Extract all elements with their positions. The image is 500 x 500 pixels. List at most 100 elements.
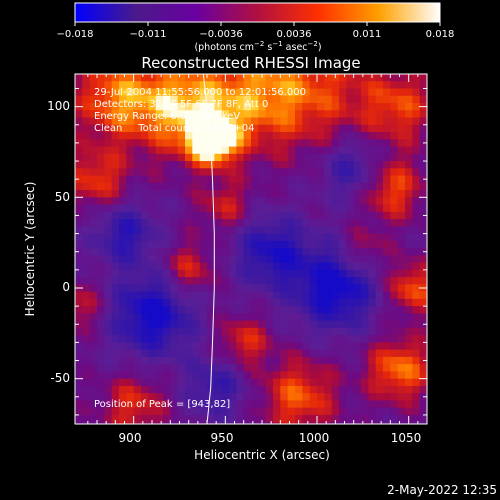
heatmap-cell [287, 335, 296, 343]
heatmap-cell [390, 88, 399, 97]
heatmap-cell [361, 197, 369, 206]
heatmap-cell [141, 255, 149, 264]
heatmap-cell [287, 74, 296, 82]
heatmap-cell [324, 342, 333, 351]
heatmap-cell [361, 306, 369, 314]
heatmap-cell [214, 335, 223, 343]
heatmap-cell [397, 284, 406, 293]
heatmap-cell [361, 110, 369, 119]
heatmap-cell [141, 313, 149, 322]
heatmap-cell [302, 255, 311, 264]
heatmap-cell [170, 400, 179, 409]
heatmap-cell [155, 211, 164, 220]
heatmap-cell [111, 414, 120, 423]
heatmap-cell [97, 139, 105, 148]
heatmap-cell [258, 211, 267, 220]
heatmap-cell [243, 364, 252, 373]
heatmap-cell [309, 335, 318, 343]
heatmap-cell [390, 255, 399, 264]
heatmap-cell [243, 356, 252, 365]
heatmap-cell [419, 88, 427, 97]
heatmap-cell [155, 414, 164, 423]
heatmap-cell [397, 103, 406, 111]
heatmap-cell [185, 226, 193, 235]
heatmap-cell [317, 371, 325, 380]
heatmap-cell [287, 269, 296, 278]
heatmap-cell [287, 211, 296, 220]
heatmap-cell [361, 313, 369, 322]
heatmap-cell [287, 204, 296, 213]
heatmap-cell [75, 168, 83, 177]
heatmap-cell [148, 407, 157, 416]
heatmap-cell [199, 371, 208, 380]
heatmap-cell [375, 81, 384, 90]
heatmap-cell [148, 298, 157, 307]
heatmap-cell [317, 262, 325, 271]
heatmap-cell [75, 298, 83, 307]
heatmap-cell [353, 240, 362, 249]
heatmap-cell [236, 342, 245, 351]
heatmap-cell [397, 349, 406, 358]
heatmap-cell [383, 139, 391, 148]
heatmap-cell [236, 74, 245, 82]
heatmap-cell [295, 407, 303, 416]
heatmap-cell [295, 110, 303, 119]
heatmap-cell [419, 422, 427, 424]
heatmap-cell [287, 327, 296, 336]
heatmap-cell [273, 327, 281, 336]
heatmap-cell [104, 320, 113, 329]
heatmap-cell [390, 211, 399, 220]
heatmap-cell [221, 81, 230, 90]
heatmap-cell [361, 211, 369, 220]
heatmap-cell [390, 364, 399, 373]
heatmap-cell [89, 298, 98, 307]
heatmap-cell [302, 110, 311, 119]
heatmap-cell [280, 313, 289, 322]
heatmap-cell [273, 132, 281, 140]
heatmap-cell [199, 342, 208, 351]
heatmap-cell [412, 385, 421, 394]
heatmap-cell [317, 284, 325, 293]
heatmap-cell [331, 327, 340, 336]
heatmap-cell [192, 269, 201, 278]
heatmap-cell [251, 161, 259, 169]
heatmap-cell [383, 407, 391, 416]
heatmap-cell [126, 182, 135, 191]
heatmap-cell [236, 364, 245, 373]
heatmap-cell [163, 371, 171, 380]
heatmap-cell [390, 356, 399, 365]
heatmap-cell [133, 88, 142, 97]
heatmap-cell [287, 284, 296, 293]
heatmap-cell [155, 146, 164, 155]
heatmap-cell [412, 139, 421, 148]
heatmap-cell [133, 74, 142, 82]
colorbar-unit-label: (photons cm−2 s−1 asec−2) [194, 40, 321, 53]
heatmap-cell [236, 95, 245, 104]
heatmap-cell [97, 211, 105, 220]
heatmap-cell [111, 161, 120, 169]
heatmap-cell [390, 110, 399, 119]
heatmap-cell [346, 291, 355, 300]
heatmap-cell [287, 132, 296, 140]
heatmap-cell [185, 385, 193, 394]
heatmap-cell [324, 400, 333, 409]
heatmap-cell [302, 414, 311, 423]
heatmap-cell [302, 211, 311, 220]
heatmap-cell [170, 219, 179, 227]
heatmap-cell [317, 81, 325, 90]
heatmap-cell [265, 139, 274, 148]
heatmap-cell [339, 335, 347, 343]
heatmap-cell [141, 269, 149, 278]
heatmap-cell [89, 146, 98, 155]
heatmap-cell [104, 371, 113, 380]
heatmap-cell [295, 132, 303, 140]
heatmap-cell [82, 407, 91, 416]
heatmap-cell [353, 364, 362, 373]
heatmap-cell [368, 161, 377, 169]
heatmap-cell [111, 95, 120, 104]
heatmap-cell [412, 356, 421, 365]
heatmap-cell [251, 95, 259, 104]
heatmap-cell [280, 400, 289, 409]
heatmap-cell [324, 204, 333, 213]
heatmap-cell [419, 342, 427, 351]
